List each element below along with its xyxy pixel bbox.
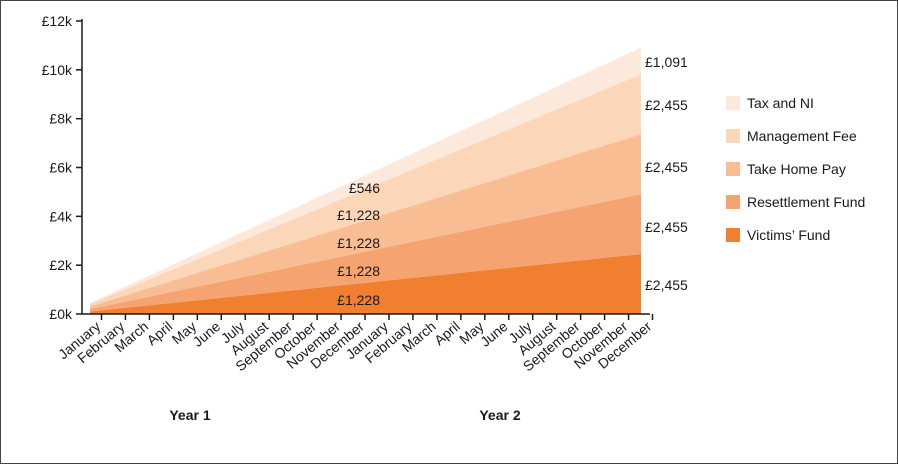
area-tax-and-ni (90, 47, 641, 305)
legend-swatch (726, 228, 740, 242)
data-label-year1: £1,228 (337, 235, 380, 251)
legend-swatch (726, 129, 740, 143)
y-tick-label: £12k (42, 13, 73, 29)
area-victims-fund (90, 254, 641, 314)
legend: Tax and NI Management Fee Take Home Pay Res… (726, 95, 865, 243)
area-take-home-pay (90, 134, 641, 310)
y-tick-labels: £0k £2k £4k £6k £8k £10k £12k (42, 13, 82, 322)
data-labels: £1,228 £1,228 £1,228 £1,228 £546 £2,455 £2,455… (337, 54, 688, 308)
data-label-year1: £1,228 (337, 263, 380, 279)
legend-swatch (726, 195, 740, 209)
group-label: Year 2 (479, 407, 520, 423)
legend-label: Take Home Pay (747, 161, 846, 177)
data-label-year1: £1,228 (337, 207, 380, 223)
y-tick-label: £6k (49, 160, 73, 176)
area-resettlement-fund (90, 194, 641, 312)
data-label-year2: £2,455 (645, 159, 688, 175)
data-label-year1: £546 (349, 180, 380, 196)
y-tick-label: £10k (42, 62, 73, 78)
y-tick-label: £8k (49, 111, 73, 127)
y-tick-label: £4k (49, 208, 73, 224)
area-layer (90, 47, 641, 314)
y-tick-label: £2k (49, 257, 73, 273)
legend-label: Tax and NI (747, 95, 814, 111)
legend-label: Victims’ Fund (747, 227, 830, 243)
group-label: Year 1 (169, 407, 210, 423)
group-labels: Year 1 Year 2 (169, 407, 520, 423)
data-label-year1: £1,228 (337, 292, 380, 308)
y-tick-label: £0k (49, 306, 73, 322)
legend-label: Resettlement Fund (747, 194, 865, 210)
data-label-year2: £1,091 (645, 54, 688, 70)
data-label-year2: £2,455 (645, 219, 688, 235)
legend-swatch (726, 162, 740, 176)
data-label-year2: £2,455 (645, 97, 688, 113)
legend-swatch (726, 96, 740, 110)
data-label-year2: £2,455 (645, 277, 688, 293)
area-management-fee (90, 74, 641, 307)
legend-label: Management Fee (747, 128, 857, 144)
x-tick-labels: JanuaryFebruaryMarchAprilMayJuneJulyAugu… (55, 314, 655, 374)
